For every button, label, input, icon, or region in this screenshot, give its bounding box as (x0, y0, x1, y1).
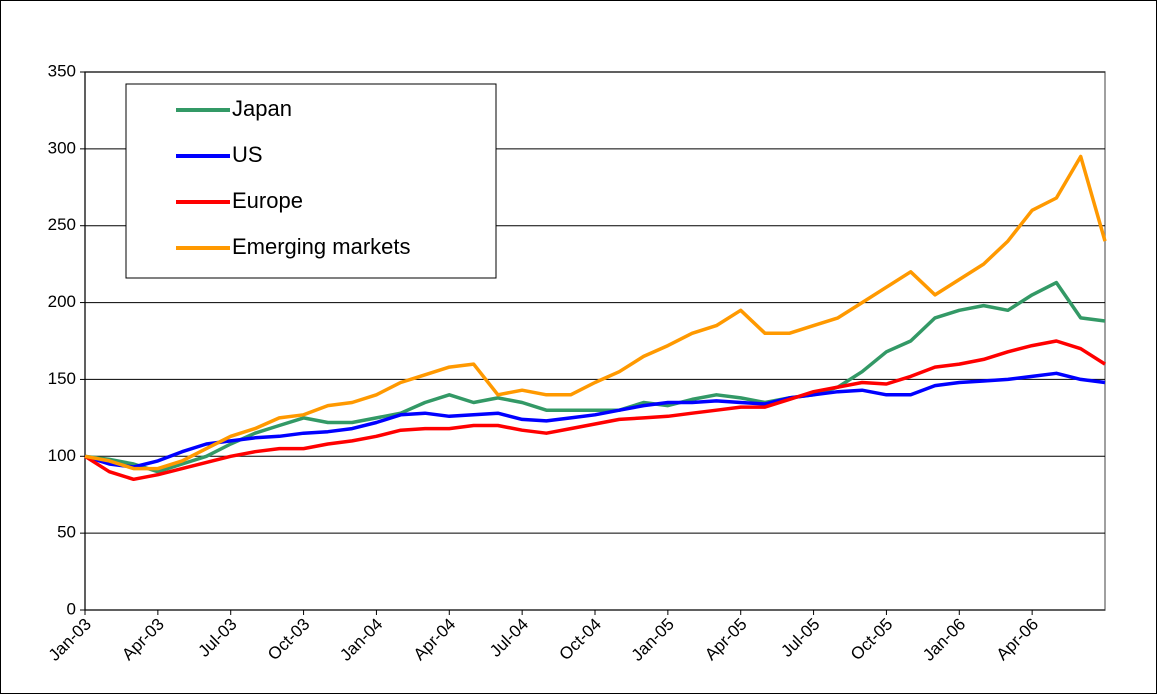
legend-box (125, 83, 497, 279)
legend-label: Japan (232, 96, 292, 121)
legend-label: Emerging markets (232, 234, 411, 259)
series-line (84, 280, 1106, 474)
y-tick-label: 250 (48, 215, 76, 234)
y-tick-label: 100 (48, 446, 76, 465)
series-line (84, 371, 1106, 469)
series-line (84, 339, 1106, 482)
legend-label: Europe (232, 188, 303, 213)
y-tick-label: 0 (67, 599, 76, 618)
series-line (84, 154, 1107, 471)
y-tick-label: 150 (48, 369, 76, 388)
y-tick-label: 350 (48, 61, 76, 80)
legend-label: US (232, 142, 263, 167)
y-tick-label: 50 (57, 523, 76, 542)
y-tick-label: 300 (48, 138, 76, 157)
y-tick-label: 200 (48, 292, 76, 311)
